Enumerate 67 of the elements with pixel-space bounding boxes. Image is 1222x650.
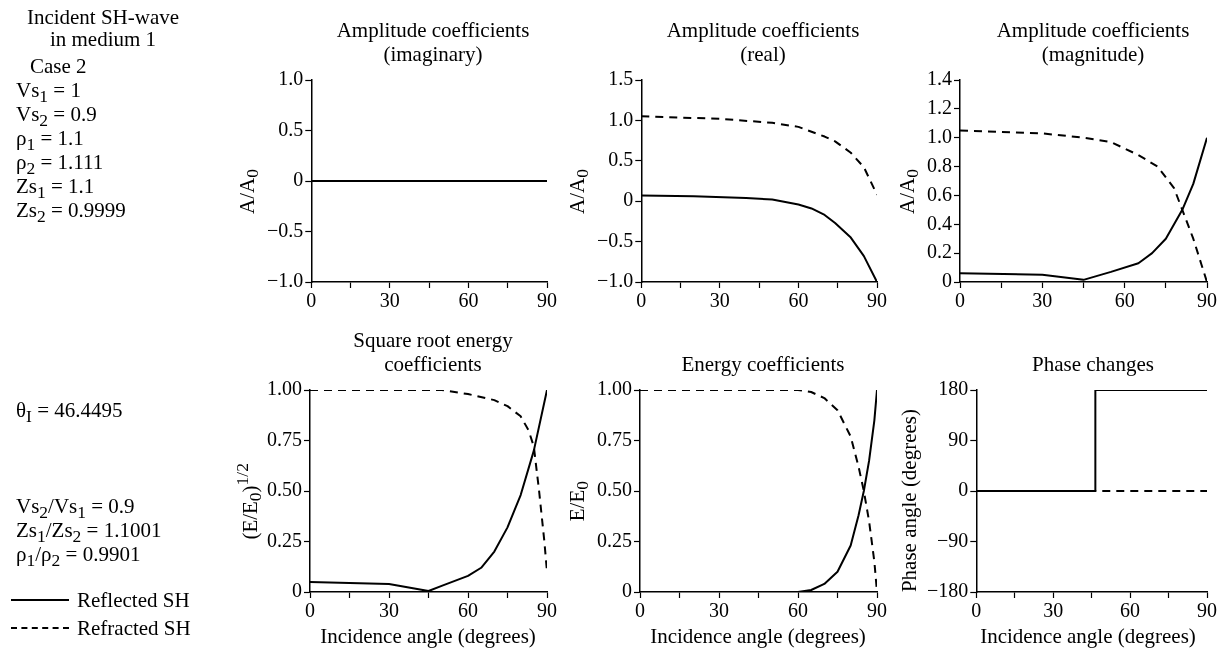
- x-axis-title: Incidence angle (degrees): [649, 624, 867, 649]
- y-tick-label: 0.2: [927, 240, 952, 263]
- x-tick-label: 60: [1114, 289, 1135, 312]
- chart-title: Square root energy coefficients: [352, 327, 514, 376]
- y-tick-label: 0.5: [278, 117, 304, 140]
- y-tick-label: −90: [937, 528, 969, 551]
- x-tick-label: 90: [537, 599, 557, 622]
- x-tick-label: 90: [867, 289, 887, 312]
- y-tick-label: 1.4: [927, 67, 952, 90]
- y-tick-label: −1.0: [267, 269, 304, 292]
- y-tick-label: 0: [958, 478, 969, 501]
- y-tick-label: 0.75: [267, 427, 302, 450]
- y-tick-label: 90: [948, 427, 969, 450]
- y-tick-label: 0.75: [597, 427, 632, 450]
- x-axis-title: Incidence angle (degrees): [979, 624, 1197, 649]
- y-tick-label: 0: [622, 579, 632, 602]
- y-tick-label: 1.00: [267, 377, 302, 400]
- y-tick-label: 1.2: [927, 96, 952, 119]
- text: θ$_{I}$ = 46.4495: [16, 398, 123, 428]
- y-tick-label: 1.00: [597, 377, 632, 400]
- y-tick-label: 0.6: [927, 182, 952, 205]
- y-tick-label: 180: [938, 377, 969, 400]
- x-tick-label: 60: [1120, 599, 1141, 622]
- y-tick-label: −180: [927, 579, 969, 602]
- y-tick-label: 1.0: [927, 124, 952, 147]
- y-tick-label: 0.50: [267, 478, 302, 501]
- x-tick-label: 30: [709, 599, 729, 622]
- x-tick-label: 30: [379, 289, 400, 312]
- x-tick-label: 60: [788, 289, 809, 312]
- y-tick-label: 1.5: [608, 67, 634, 90]
- y-tick-label: 0.25: [267, 528, 302, 551]
- chart-title: Amplitude coefficients (imaginary): [335, 17, 531, 66]
- y-tick-label: 0.4: [927, 211, 952, 234]
- y-tick-label: 0.50: [597, 478, 632, 501]
- y-tick-label: 0: [292, 579, 302, 602]
- y-tick-label: 0.8: [927, 153, 952, 176]
- x-axis-title: Incidence angle (degrees): [319, 624, 537, 649]
- x-tick-label: 60: [458, 289, 479, 312]
- legend-label: Reflected SH: [77, 587, 190, 613]
- y-tick-label: 1.0: [278, 67, 304, 90]
- x-tick-label: 60: [458, 599, 478, 622]
- y-axis-title: Phase angle (degrees): [896, 409, 922, 593]
- y-tick-label: 0.5: [608, 148, 634, 171]
- y-tick-label: 0: [623, 188, 634, 211]
- chart-title: Amplitude coefficients (real): [665, 17, 861, 66]
- text: Incident SH-wave in medium 1: [25, 5, 181, 51]
- chart-title: Energy coefficients: [680, 351, 846, 376]
- text: Case 2: [30, 54, 87, 79]
- y-tick-label: 0.25: [597, 528, 632, 551]
- y-tick-label: 0: [942, 269, 952, 292]
- x-tick-label: 90: [867, 599, 887, 622]
- y-tick-label: −0.5: [597, 228, 634, 251]
- x-tick-label: 30: [379, 599, 399, 622]
- x-tick-label: 90: [1197, 289, 1217, 312]
- x-tick-label: 60: [788, 599, 808, 622]
- x-tick-label: 30: [1032, 289, 1053, 312]
- legend-label: Refracted SH: [77, 615, 191, 641]
- y-tick-label: 1.0: [608, 107, 634, 130]
- x-tick-label: 30: [709, 289, 730, 312]
- y-tick-label: −0.5: [267, 218, 304, 241]
- x-tick-label: 30: [1043, 599, 1064, 622]
- x-tick-label: 90: [1197, 599, 1217, 622]
- x-tick-label: 90: [537, 289, 557, 312]
- y-tick-label: −1.0: [597, 269, 634, 292]
- y-tick-label: 0: [293, 168, 304, 191]
- chart-title: Amplitude coefficients (magnitude): [995, 17, 1191, 66]
- chart-title: Phase changes: [1031, 351, 1155, 376]
